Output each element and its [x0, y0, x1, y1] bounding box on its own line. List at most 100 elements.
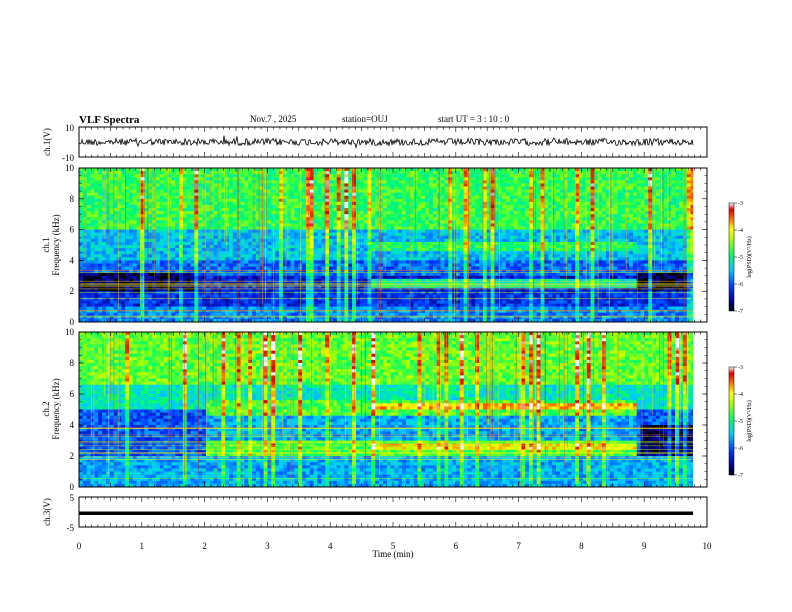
spectrogram-cell — [367, 257, 372, 261]
spectrogram-cell — [113, 238, 118, 243]
spectrogram-cell — [186, 278, 191, 283]
spectrogram-cell — [190, 195, 195, 200]
spectrogram-cell — [155, 318, 161, 322]
spectrogram-cell — [425, 232, 430, 237]
spectrogram-cell — [317, 251, 322, 255]
spectrogram-cell — [402, 174, 407, 178]
spectrogram-cell — [221, 288, 226, 292]
spectrogram-cell — [386, 217, 391, 221]
spectrogram-cell — [279, 263, 284, 267]
spectrogram-cell — [290, 183, 295, 187]
spectrogram-cell — [417, 260, 422, 264]
spectrogram-cell — [94, 257, 99, 261]
spectrogram-cell — [267, 198, 272, 203]
spectrogram-cell — [329, 235, 334, 240]
spectrogram-cell — [94, 229, 99, 233]
spectrogram-cell — [321, 241, 326, 246]
spectrogram-cell — [155, 192, 161, 197]
spectrogram-cell — [132, 278, 137, 283]
spectrogram-cell — [129, 232, 134, 237]
spectrogram-cell — [236, 278, 241, 283]
spectrogram-cell — [340, 177, 345, 181]
spectrogram-cell — [182, 263, 188, 267]
spectrogram-cell — [179, 272, 184, 277]
spectrogram-cell — [363, 217, 368, 221]
spectrogram-cell — [275, 263, 280, 267]
spectrogram-cell — [379, 300, 384, 304]
spectrogram-cell — [86, 297, 91, 301]
spectrogram-cell — [375, 208, 380, 212]
spectrogram-cell — [359, 303, 364, 307]
spectrogram-cell — [344, 217, 349, 221]
spectrogram-cell — [413, 257, 418, 261]
spectrogram-cell — [140, 306, 145, 310]
spectrogram-cell — [109, 226, 114, 230]
spectrogram-cell — [275, 288, 280, 292]
spectrogram-cell — [175, 220, 180, 224]
spectrogram-cell — [117, 192, 122, 197]
spectrogram-cell — [379, 312, 384, 317]
spectrogram-cell — [109, 263, 114, 267]
spectrogram-cell — [359, 189, 364, 193]
spectrogram-cell — [148, 195, 153, 200]
spectrogram-cell — [217, 195, 222, 200]
spectrogram-cell — [132, 257, 137, 261]
spectrogram-cell — [144, 263, 149, 267]
spectrogram-cell — [132, 168, 137, 172]
spectrogram-cell — [398, 300, 403, 304]
spectrogram-cell — [286, 278, 291, 283]
spectrogram-cell — [186, 294, 191, 298]
spectrogram-cell — [279, 229, 284, 233]
spectrogram-cell — [394, 195, 399, 200]
spectrogram-cell — [421, 235, 426, 240]
spectrogram-cell — [205, 251, 211, 255]
spectrogram-cell — [225, 272, 230, 277]
spectrogram-cell — [432, 238, 438, 243]
spectrogram-cell — [117, 189, 122, 193]
spectrogram-cell — [232, 220, 238, 224]
spectrogram-cell — [279, 186, 284, 190]
spectrogram-cell — [363, 241, 368, 246]
spectrogram-cell — [286, 269, 291, 274]
spectrogram-cell — [198, 254, 203, 258]
spectrogram-cell — [202, 288, 207, 292]
spectrogram-cell — [175, 288, 180, 292]
spectrogram-cell — [409, 245, 414, 249]
spectrogram-cell — [317, 266, 322, 270]
spectrogram-cell — [429, 303, 434, 307]
spectrogram-cell — [209, 232, 214, 237]
spectrogram-cell — [248, 245, 253, 249]
spectrogram-cell — [332, 238, 338, 243]
spectrogram-cell — [86, 241, 91, 246]
spectrogram-cell — [152, 278, 157, 283]
spectrogram-cell — [90, 315, 95, 320]
spectrogram-cell — [213, 214, 218, 218]
spectrogram-cell — [194, 174, 199, 178]
spectrogram-cell — [317, 272, 322, 277]
spectrogram-cell — [79, 201, 84, 206]
spectrogram-cell — [302, 201, 307, 206]
spectrogram-cell — [371, 177, 376, 181]
spectrogram-cell — [202, 306, 207, 310]
spectrogram-cell — [229, 168, 234, 172]
spectrogram-cell — [129, 257, 134, 261]
spectrogram-cell — [421, 254, 426, 258]
spectrogram-cell — [232, 269, 238, 274]
spectrogram-cell — [113, 223, 118, 227]
spectrogram-cell — [152, 275, 157, 280]
spectrogram-cell — [286, 306, 291, 310]
spectrogram-cell — [429, 217, 434, 221]
spectrogram-cell — [313, 257, 318, 261]
spectrogram-cell — [309, 272, 314, 277]
spectrogram-cell — [386, 204, 391, 209]
spectrogram-cell — [425, 208, 430, 212]
spectrogram-cell — [348, 180, 353, 184]
spectrogram-cell — [298, 294, 303, 298]
spectrogram-cell — [282, 208, 288, 212]
spectrogram-cell — [371, 288, 376, 292]
spectrogram-cell — [159, 211, 164, 215]
spectrogram-cell — [140, 257, 145, 261]
spectrogram-cell — [367, 300, 372, 304]
spectrogram-cell — [321, 275, 326, 280]
spectrogram-cell — [182, 300, 188, 304]
